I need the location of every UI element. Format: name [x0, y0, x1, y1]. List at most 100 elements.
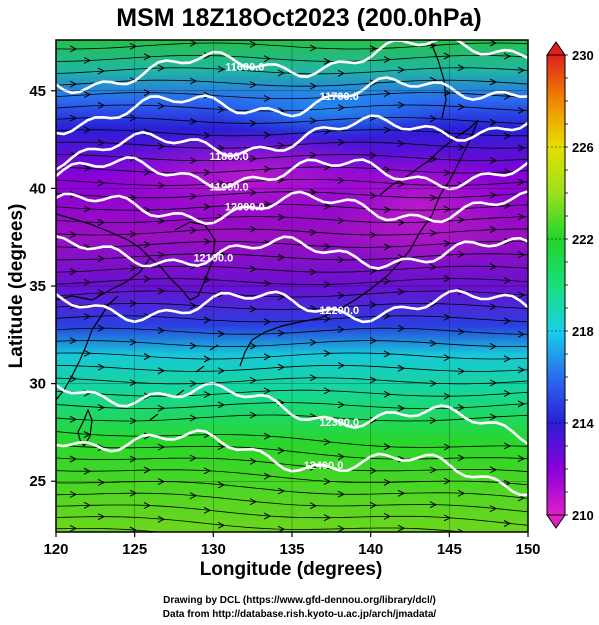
wind-arrowhead [517, 213, 526, 221]
wind-arrowhead [277, 487, 286, 495]
wind-arrowhead [323, 202, 332, 210]
wind-arrowhead [369, 501, 378, 509]
wind-arrowhead [489, 379, 498, 387]
credit-drawing: Drawing by DCL (https://www.gfd-dennou.o… [163, 595, 436, 606]
wind-arrowhead [429, 155, 438, 163]
wind-arrowhead [69, 415, 78, 423]
wind-arrowhead [143, 53, 152, 61]
streamline [56, 117, 528, 124]
wind-arrowhead [97, 478, 106, 486]
wind-arrowhead [517, 455, 526, 463]
y-axis-label: Latitude (degrees) [6, 204, 27, 369]
streamline [56, 504, 528, 526]
wind-arrowhead [217, 481, 226, 489]
credit-data: Data from http://database.rish.kyoto-u.a… [162, 609, 437, 620]
streamline [56, 79, 528, 87]
wind-arrowhead [249, 411, 258, 419]
wind-arrowhead [143, 466, 152, 474]
wind-arrowhead [157, 142, 166, 150]
streamline [56, 179, 528, 186]
wind-arrowhead [249, 155, 258, 163]
wind-arrowhead [69, 490, 78, 498]
wind-arrowhead [397, 489, 406, 497]
contour-label-11800: 11800.0 [209, 151, 248, 163]
wind-arrowhead [129, 489, 138, 497]
colorbar-tick-label-218: 218 [572, 324, 594, 339]
wind-arrowhead [203, 169, 212, 176]
wind-arrowhead [263, 318, 272, 326]
y-tick-label-30: 30 [29, 376, 46, 393]
wind-arrowhead [277, 142, 286, 149]
wind-arrowhead [503, 52, 512, 60]
wind-arrowhead [429, 466, 438, 474]
wind-arrowhead [457, 250, 466, 258]
wind-arrowhead [489, 413, 498, 421]
wind-arrowhead [443, 239, 452, 247]
wind-arrowhead [190, 533, 196, 539]
wind-arrowhead [129, 417, 138, 425]
wind-arrowhead [83, 91, 92, 98]
wind-arrowhead [397, 404, 406, 412]
streamline [56, 444, 528, 460]
wind-arrowhead [69, 524, 78, 532]
wind-arrowhead [249, 265, 258, 273]
wind-arrowhead [69, 80, 78, 88]
wind-arrowhead [517, 330, 526, 338]
wind-arrowhead [129, 194, 138, 202]
x-tick-label-150: 150 [515, 541, 540, 558]
wind-arrowhead [397, 219, 406, 227]
wind-arrowhead [383, 312, 392, 320]
wind-arrowhead [157, 478, 166, 486]
wind-arrowhead [217, 179, 226, 187]
wind-arrowhead [309, 374, 318, 382]
wind-arrowhead [249, 189, 258, 197]
wind-arrowhead [69, 268, 78, 276]
wind-arrowhead [129, 42, 138, 50]
y-tick-label-40: 40 [29, 180, 46, 197]
wind-arrowhead [97, 444, 106, 452]
colorbar: 210 214 218 222 226 230 [546, 41, 594, 529]
wind-arrowhead [443, 392, 452, 400]
wind-arrowhead [249, 342, 258, 350]
wind-arrowhead [249, 81, 258, 89]
wind-arrowhead [217, 330, 226, 338]
wind-arrowhead [443, 275, 452, 283]
wind-arrowhead [277, 253, 286, 261]
wind-arrowhead [83, 126, 92, 134]
wind-arrowhead [337, 69, 346, 77]
wind-arrowhead [277, 293, 286, 301]
colorbar-tick-label-210: 210 [572, 508, 594, 523]
wind-arrowhead [309, 502, 318, 510]
streamline [56, 492, 528, 513]
wind-arrowhead [263, 512, 272, 520]
wind-arrowhead [97, 363, 106, 371]
x-tick-label-130: 130 [201, 541, 226, 558]
wind-arrowhead [97, 101, 106, 109]
wind-arrowhead [277, 213, 286, 221]
wind-arrowhead [249, 225, 258, 233]
y-axis: 25 30 35 40 45 [29, 83, 56, 490]
wind-arrowhead [189, 77, 198, 85]
wind-arrowhead [429, 300, 438, 308]
streamline [56, 104, 528, 112]
wind-arrowhead [517, 400, 526, 408]
wind-arrowhead [517, 66, 526, 74]
wind-arrowhead [457, 216, 466, 224]
wind-arrowhead [249, 457, 258, 465]
streamline [56, 327, 528, 335]
wind-arrowhead [217, 106, 226, 114]
wind-arrowhead [189, 414, 198, 422]
wind-arrowhead [337, 490, 346, 498]
colorbar-min-arrow [546, 514, 566, 529]
wind-arrowhead [309, 151, 318, 159]
wind-arrowhead [429, 339, 438, 347]
wind-arrowhead [443, 443, 452, 451]
wind-arrowhead [129, 230, 138, 238]
wind-arrowhead [489, 40, 498, 47]
wind-arrowhead [83, 349, 92, 357]
wind-arrowhead [369, 45, 378, 53]
wind-arrowhead [189, 192, 198, 200]
coastline-taiwan [77, 408, 93, 448]
wind-arrowhead [383, 478, 392, 486]
wind-arrowhead [249, 40, 258, 48]
